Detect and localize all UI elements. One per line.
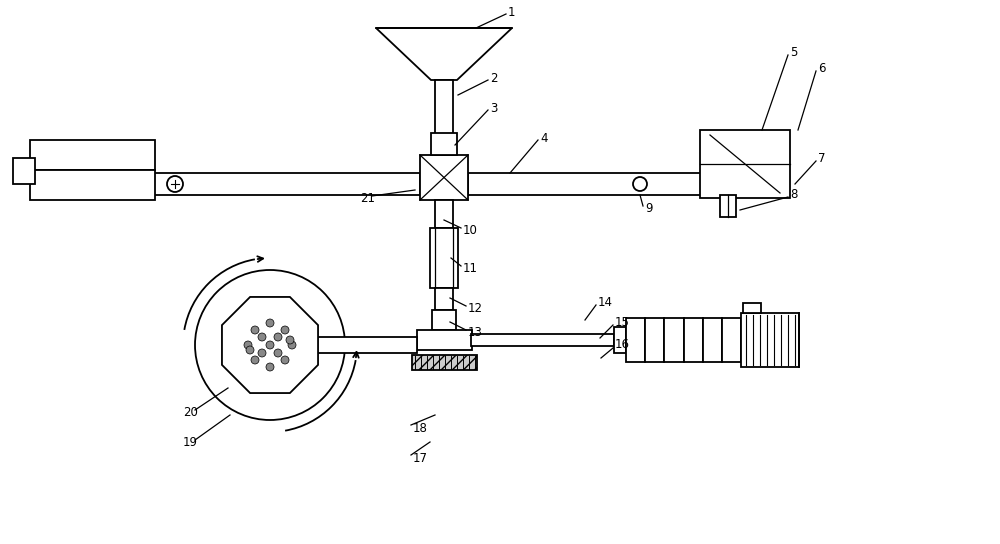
Circle shape bbox=[266, 341, 274, 349]
Bar bbox=[314, 337, 417, 353]
Bar bbox=[645, 318, 664, 362]
Bar bbox=[30, 170, 155, 200]
Polygon shape bbox=[222, 297, 318, 393]
Bar bbox=[703, 318, 722, 362]
Circle shape bbox=[251, 326, 259, 334]
Circle shape bbox=[246, 346, 254, 354]
Bar bbox=[420, 155, 468, 200]
Bar bbox=[684, 318, 703, 362]
Bar bbox=[417, 330, 472, 350]
Circle shape bbox=[251, 356, 259, 364]
Bar bbox=[430, 228, 458, 288]
Bar bbox=[468, 173, 753, 195]
Circle shape bbox=[195, 270, 345, 420]
Polygon shape bbox=[376, 28, 512, 80]
Circle shape bbox=[266, 319, 274, 327]
Text: 1: 1 bbox=[508, 5, 516, 18]
Bar bbox=[435, 200, 453, 228]
Bar bbox=[700, 130, 790, 198]
Text: 15: 15 bbox=[615, 316, 630, 329]
Text: 9: 9 bbox=[645, 201, 652, 214]
Text: 20: 20 bbox=[183, 405, 198, 418]
Bar bbox=[614, 327, 626, 353]
Circle shape bbox=[633, 177, 647, 191]
Text: 6: 6 bbox=[818, 61, 826, 75]
Bar bbox=[743, 303, 761, 313]
Circle shape bbox=[274, 349, 282, 357]
Circle shape bbox=[258, 333, 266, 341]
Bar bbox=[471, 334, 614, 346]
Bar bbox=[88, 173, 420, 195]
Circle shape bbox=[167, 176, 183, 192]
Circle shape bbox=[288, 341, 296, 349]
Text: 14: 14 bbox=[598, 295, 613, 308]
Bar bbox=[431, 133, 457, 155]
Text: 19: 19 bbox=[183, 436, 198, 448]
Bar bbox=[722, 318, 741, 362]
Text: 10: 10 bbox=[463, 224, 478, 237]
Bar bbox=[30, 140, 155, 170]
Text: 5: 5 bbox=[790, 46, 797, 59]
Bar bbox=[626, 318, 645, 362]
Bar bbox=[432, 310, 456, 330]
Bar bbox=[412, 355, 477, 370]
Bar bbox=[435, 288, 453, 310]
Bar bbox=[435, 80, 453, 155]
Text: 3: 3 bbox=[490, 102, 497, 114]
Text: 11: 11 bbox=[463, 262, 478, 275]
Circle shape bbox=[286, 336, 294, 344]
Text: 17: 17 bbox=[413, 452, 428, 465]
Circle shape bbox=[281, 326, 289, 334]
Text: 18: 18 bbox=[413, 422, 428, 435]
Text: 7: 7 bbox=[818, 151, 826, 164]
Circle shape bbox=[258, 349, 266, 357]
Bar bbox=[741, 313, 799, 367]
Bar bbox=[13, 158, 35, 184]
Circle shape bbox=[244, 341, 252, 349]
Circle shape bbox=[274, 333, 282, 341]
Text: 16: 16 bbox=[615, 338, 630, 351]
Bar bbox=[720, 195, 736, 217]
Text: 21: 21 bbox=[360, 191, 375, 205]
Bar bbox=[664, 318, 684, 362]
Text: 2: 2 bbox=[490, 71, 498, 84]
Text: 13: 13 bbox=[468, 325, 483, 338]
Text: 12: 12 bbox=[468, 301, 483, 314]
Circle shape bbox=[266, 363, 274, 371]
Text: 4: 4 bbox=[540, 132, 548, 145]
Text: 8: 8 bbox=[790, 189, 797, 201]
Circle shape bbox=[281, 356, 289, 364]
